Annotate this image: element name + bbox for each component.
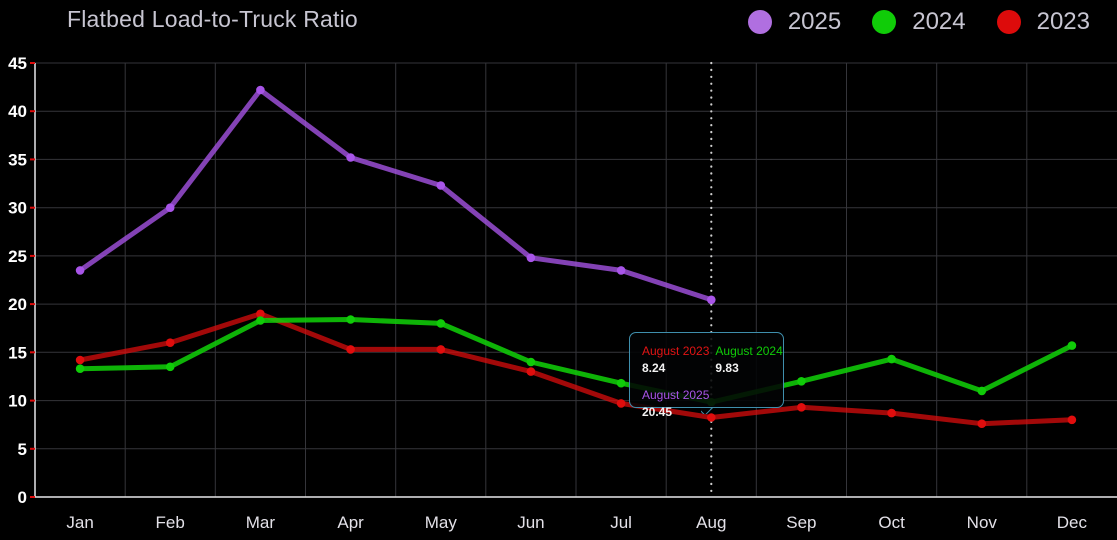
svg-text:45: 45	[8, 54, 27, 73]
svg-text:Oct: Oct	[878, 513, 905, 532]
svg-text:Apr: Apr	[337, 513, 364, 532]
svg-text:15: 15	[8, 343, 27, 362]
svg-text:Aug: Aug	[696, 513, 726, 532]
svg-text:Dec: Dec	[1057, 513, 1088, 532]
svg-text:40: 40	[8, 102, 27, 121]
svg-text:Feb: Feb	[156, 513, 185, 532]
svg-text:May: May	[425, 513, 458, 532]
svg-text:0: 0	[18, 488, 27, 507]
svg-text:10: 10	[8, 392, 27, 411]
svg-text:Sep: Sep	[786, 513, 816, 532]
svg-text:Jun: Jun	[517, 513, 544, 532]
svg-text:Nov: Nov	[967, 513, 998, 532]
svg-text:20: 20	[8, 295, 27, 314]
svg-text:Jul: Jul	[610, 513, 632, 532]
svg-text:25: 25	[8, 247, 27, 266]
svg-text:35: 35	[8, 150, 27, 169]
svg-text:Mar: Mar	[246, 513, 276, 532]
svg-text:5: 5	[18, 440, 27, 459]
svg-text:Jan: Jan	[66, 513, 93, 532]
svg-text:30: 30	[8, 199, 27, 218]
